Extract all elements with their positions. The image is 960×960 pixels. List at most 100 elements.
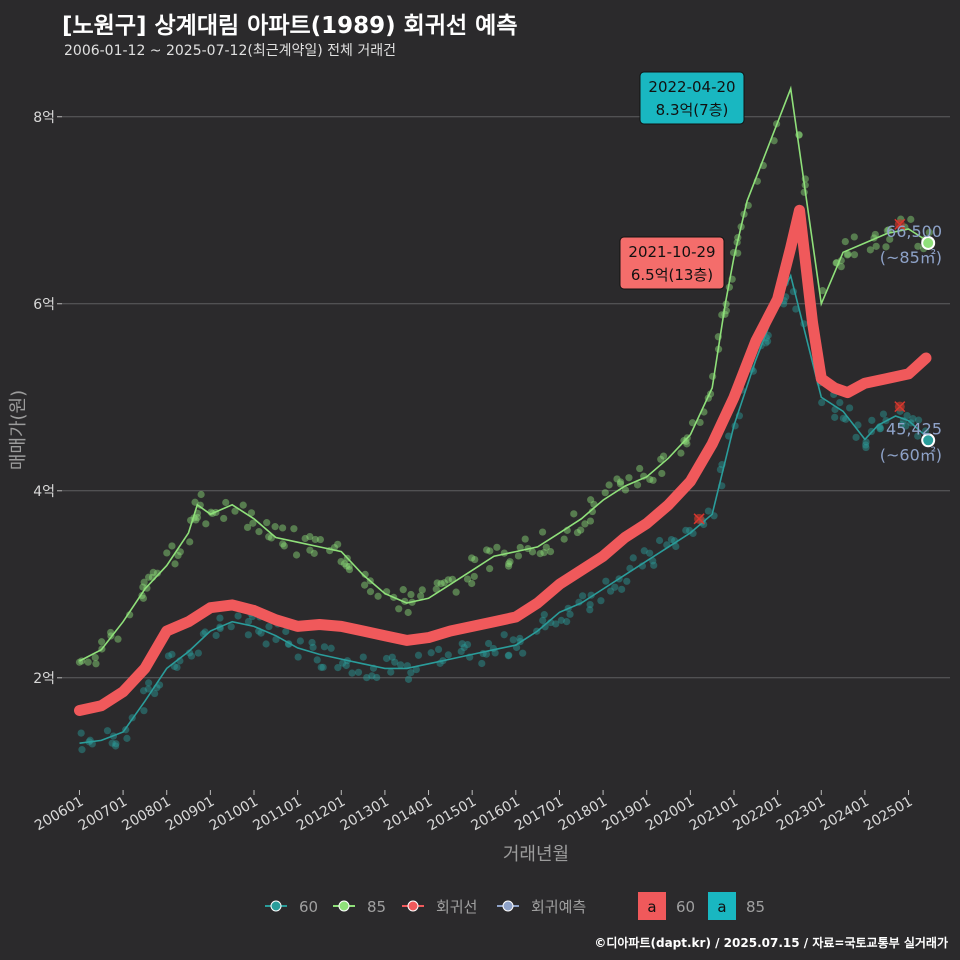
legend-fill-swatch (638, 892, 666, 920)
scatter-point-85 (659, 452, 668, 460)
scatter-point-85 (682, 437, 690, 446)
scatter-point-85 (361, 581, 369, 589)
scatter-point-85 (433, 579, 441, 587)
annotation-box (639, 71, 745, 125)
scatter-point-60 (862, 441, 870, 449)
scatter-point-85 (334, 540, 342, 548)
scatter-point-85 (231, 507, 239, 515)
scatter-point-85 (340, 560, 349, 568)
scatter-point-85 (483, 546, 491, 554)
scatter-point-85 (202, 520, 210, 528)
end-area-label: (~60㎡) (880, 445, 942, 464)
legend-dot (338, 900, 350, 912)
scatter-point-85 (279, 540, 287, 548)
scatter-point-60 (846, 404, 854, 412)
scatter-point-85 (140, 578, 148, 586)
scatter-point-60 (509, 636, 517, 644)
scatter-point-60 (185, 649, 194, 657)
scatter-point-60 (484, 639, 493, 648)
scatter-point-60 (140, 707, 148, 715)
scatter-point-85 (616, 478, 625, 486)
scatter-point-60 (388, 653, 396, 661)
chart-subtitle: 2006-01-12 ~ 2025-07-12(최근계약일) 전체 거래건 (64, 43, 396, 59)
scatter-point-85 (505, 560, 513, 568)
scatter-point-60 (792, 305, 800, 313)
scatter-point-60 (359, 653, 367, 661)
y-tick-label: 2억 (33, 671, 55, 687)
x-tick-label: 202101 (687, 794, 741, 835)
scatter-point-60 (607, 587, 615, 595)
scatter-point-85 (540, 549, 548, 557)
scatter-point-60 (282, 627, 290, 636)
scatter-point-85 (872, 242, 880, 250)
scatter-point-60 (463, 640, 472, 649)
scatter-point-60 (500, 631, 508, 639)
scatter-point-60 (640, 547, 648, 555)
legend-fill-glyph: a (647, 898, 656, 916)
chart-title: [노원구] 상계대림 아파트(1989) 회귀선 예측 (62, 13, 518, 39)
scatter-point-85 (345, 565, 354, 574)
scatter-point-85 (192, 516, 200, 524)
scatter-point-60 (557, 616, 565, 624)
scatter-point-85 (882, 243, 890, 251)
annotation-value: 8.3억(7층) (656, 101, 729, 119)
scatter-point-60 (862, 438, 870, 446)
scatter-point-60 (876, 425, 884, 433)
scatter-point-60 (317, 663, 325, 671)
scatter-point-60 (831, 413, 839, 421)
scatter-point-85 (404, 608, 412, 617)
scatter-point-60 (327, 644, 335, 652)
scatter-point-85 (168, 542, 176, 550)
scatter-point-85 (504, 562, 513, 570)
scatter-point-60 (586, 600, 594, 609)
scatter-point-85 (616, 480, 625, 488)
scatter-point-85 (265, 533, 273, 541)
scatter-point-85 (243, 523, 252, 531)
scatter-point-60 (541, 623, 549, 631)
scatter-point-60 (342, 661, 350, 670)
scatter-point-85 (220, 514, 228, 523)
scatter-point-85 (605, 481, 613, 489)
scatter-point-85 (153, 569, 162, 577)
scatter-point-85 (493, 543, 501, 551)
scatter-point-85 (581, 520, 589, 528)
end-value-label: 45,425 (886, 419, 942, 438)
scatter-point-60 (902, 422, 910, 430)
scatter-point-85 (871, 230, 879, 239)
scatter-point-85 (306, 532, 314, 541)
scatter-point-85 (145, 573, 153, 581)
scatter-point-60 (414, 651, 423, 659)
scatter-point-60 (868, 416, 876, 424)
scatter-point-85 (696, 418, 704, 427)
scatter-point-85 (193, 513, 202, 522)
scatter-point-85 (613, 475, 621, 483)
scatter-point-60 (108, 739, 116, 747)
scatter-point-60 (234, 612, 242, 620)
end-point (921, 433, 936, 448)
scatter-point-60 (427, 649, 435, 657)
scatter-point-60 (566, 610, 574, 618)
scatter-point-85 (92, 660, 100, 668)
legend-dot (270, 900, 282, 912)
scatter-point-85 (174, 551, 182, 560)
scatter-point-85 (306, 546, 314, 554)
scatter-point-60 (478, 659, 486, 668)
scatter-point-60 (762, 339, 770, 347)
annotation-value: 6.5억(13층) (631, 266, 713, 284)
scatter-point-85 (837, 263, 845, 271)
scatter-point-60 (407, 669, 415, 677)
scatter-point-85 (366, 588, 375, 596)
scatter-point-85 (538, 528, 547, 536)
scatter-point-60 (151, 689, 159, 698)
scatter-point-60 (320, 643, 329, 651)
scatter-point-60 (491, 649, 499, 657)
x-tick-label: 200901 (163, 794, 217, 835)
scatter-point-85 (342, 562, 351, 570)
scatter-point-85 (196, 501, 204, 509)
x-tick-label: 202301 (774, 794, 828, 835)
scatter-point-85 (114, 635, 122, 643)
scatter-point-60 (194, 649, 202, 657)
scatter-point-85 (468, 579, 476, 588)
scatter-point-85 (657, 455, 665, 463)
scatter-point-60 (78, 746, 86, 754)
